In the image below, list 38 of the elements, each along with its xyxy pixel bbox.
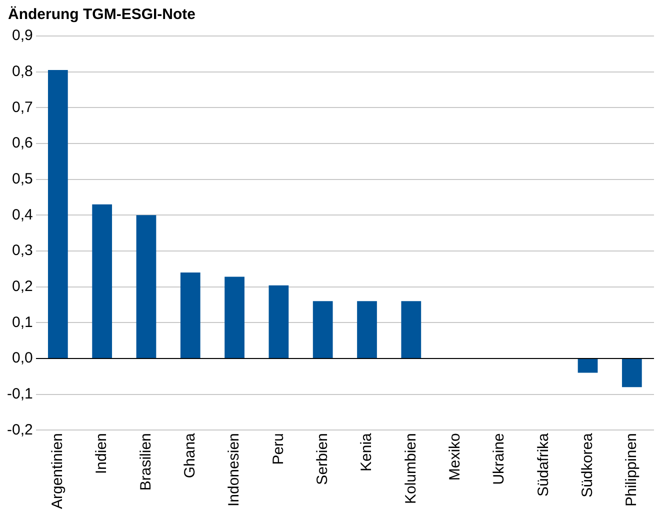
y-tick-label: 0,0	[12, 350, 33, 367]
y-tick-label: 0,7	[12, 98, 33, 116]
bar	[268, 285, 289, 358]
x-tick-label: Peru	[270, 433, 287, 465]
x-tick-label: Indonesien	[226, 433, 243, 507]
y-tick-label: -0,1	[6, 385, 33, 402]
bar	[224, 276, 244, 358]
x-tick-label: Südafrika	[534, 432, 552, 496]
bar	[312, 301, 333, 358]
y-tick-label: 0,8	[12, 62, 33, 80]
y-tick-label: 0,4	[12, 206, 33, 224]
bar	[622, 358, 642, 388]
bar	[180, 272, 200, 358]
x-tick-label: Philippinen	[623, 433, 640, 507]
y-tick-label: 0,3	[12, 242, 33, 260]
x-tick-label: Südkorea	[578, 432, 596, 498]
y-tick-label: 0,5	[12, 170, 33, 188]
bar	[48, 70, 68, 358]
x-tick-label: Kenia	[358, 432, 376, 472]
y-tick-label: 0,9	[12, 27, 33, 44]
y-tick-label: 0,1	[12, 314, 33, 331]
bar	[401, 301, 422, 358]
bar	[578, 358, 598, 373]
bar	[136, 215, 156, 358]
chart-title: Änderung TGM-ESGI-Note	[8, 6, 196, 23]
x-tick-label: Indien	[93, 433, 110, 474]
x-tick-label: Serbien	[314, 433, 331, 485]
bar	[92, 204, 112, 358]
x-tick-label: Ukraine	[490, 433, 508, 485]
x-tick-label: Ghana	[182, 432, 199, 478]
x-tick-label: Brasilien	[137, 433, 154, 491]
y-tick-label: 0,2	[12, 278, 33, 295]
y-tick-label: -0,2	[6, 421, 33, 438]
x-tick-label: Argentinien	[49, 433, 66, 510]
bar	[357, 301, 377, 358]
y-tick-label: 0,6	[12, 134, 33, 152]
x-tick-label: Mexiko	[446, 433, 464, 481]
x-tick-label: Kolumbien	[402, 433, 420, 504]
